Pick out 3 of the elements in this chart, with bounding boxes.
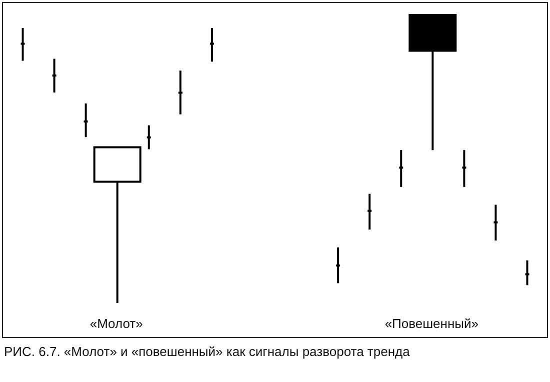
text: РИС. 6.7. «Молот» и «повешенный» как сигналы разворота тренда [4, 344, 410, 359]
text: «Повешенный» [384, 316, 478, 331]
text: «Молот» [90, 316, 143, 331]
